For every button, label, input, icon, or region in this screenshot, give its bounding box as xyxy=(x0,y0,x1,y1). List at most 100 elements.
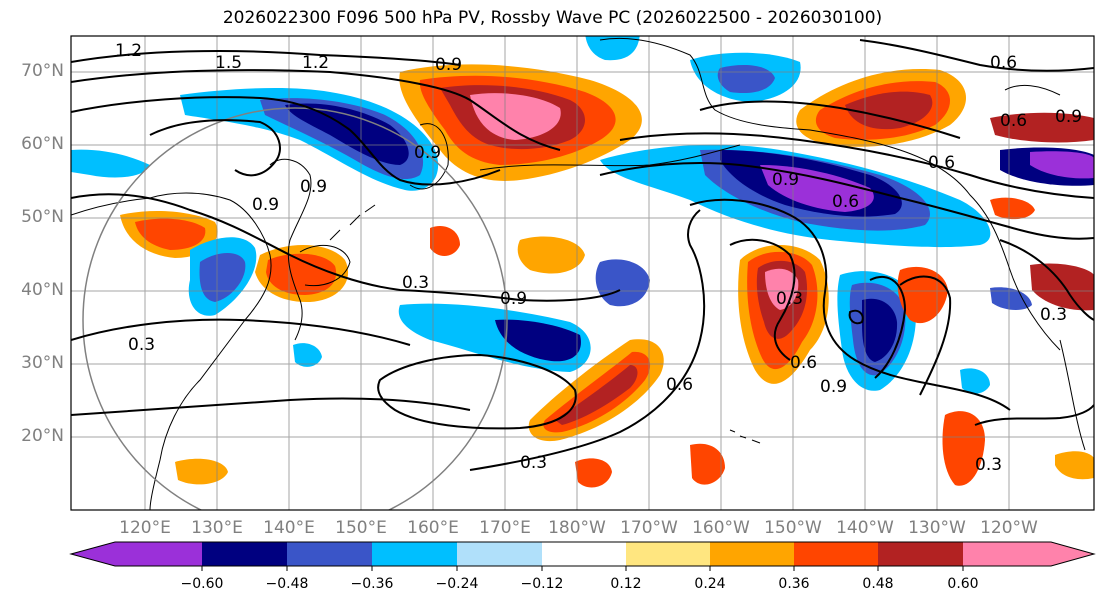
contour-label: 0.9 xyxy=(414,143,441,163)
lat-label: 30°N xyxy=(21,353,64,373)
contour-label: 0.6 xyxy=(990,53,1017,73)
colorbar-tick-label: −0.36 xyxy=(350,576,394,592)
anomaly-negative-region xyxy=(1030,151,1094,179)
contour-label: 0.3 xyxy=(520,453,547,473)
anomaly-positive-region xyxy=(942,411,985,486)
colorbar-segment xyxy=(115,542,202,566)
anomaly-positive-region xyxy=(1055,451,1094,480)
anomaly-negative-region xyxy=(760,165,874,212)
map-title: 2026022300 F096 500 hPa PV, Rossby Wave … xyxy=(222,8,883,28)
anomaly-negative-region xyxy=(990,287,1032,311)
colorbar-segment xyxy=(202,542,287,566)
colorbar-tick-label: 0.48 xyxy=(862,576,894,592)
colorbar-tick-label: −0.48 xyxy=(265,576,309,592)
contour-label: 1.5 xyxy=(215,53,242,73)
contour-label: 0.9 xyxy=(252,195,279,215)
contour-label: 0.9 xyxy=(500,289,527,309)
anomaly-positive-region xyxy=(470,93,561,140)
anomaly-negative-region xyxy=(71,149,150,178)
colorbar-segment xyxy=(794,542,878,566)
colorbar-segment xyxy=(963,542,1051,566)
anomaly-positive-region xyxy=(266,253,337,295)
anomaly-negative-region xyxy=(199,253,246,302)
anomaly-positive-region xyxy=(517,236,585,274)
colorbar-tick-label: 0.24 xyxy=(694,576,726,592)
anomaly-negative-region xyxy=(285,103,409,165)
colorbar-tick-label: −0.24 xyxy=(435,576,479,592)
colorbar-segment xyxy=(878,542,963,566)
contour-label: 0.9 xyxy=(820,377,847,397)
colorbar-outline xyxy=(69,541,1096,567)
contour-label: 1.2 xyxy=(115,41,142,61)
lon-label: 170°W xyxy=(620,518,678,538)
contour-label: 0.9 xyxy=(435,55,462,75)
contour-label: 0.3 xyxy=(128,335,155,355)
anomaly-positive-region xyxy=(990,197,1035,220)
colorbar-tick-label: 0.60 xyxy=(947,576,979,592)
map-frame xyxy=(70,35,1095,511)
contour-label: 0.6 xyxy=(832,192,859,212)
lon-label: 120°E xyxy=(119,518,171,538)
lon-label: 130°E xyxy=(191,518,243,538)
coastlines xyxy=(71,37,1086,510)
anomaly-negative-region xyxy=(495,319,581,362)
lon-label: 150°E xyxy=(335,518,387,538)
colorbar-segment xyxy=(542,542,626,566)
lat-label: 20°N xyxy=(21,426,64,446)
colorbar-tick-label: 0.36 xyxy=(778,576,810,592)
contour-label: 0.3 xyxy=(402,273,429,293)
colorbar-tick-label: −0.60 xyxy=(180,576,224,592)
lat-label: 60°N xyxy=(21,134,64,154)
colorbar-segment xyxy=(71,542,115,566)
lon-label: 170°E xyxy=(479,518,531,538)
graticule xyxy=(71,36,1094,510)
contour-label: 0.9 xyxy=(1055,107,1082,127)
contour-labels: 1.2 1.5 1.2 0.9 0.6 0.6 0.9 0.9 0.9 0.6 … xyxy=(115,41,1082,475)
lon-label: 150°W xyxy=(764,518,822,538)
radius-circle xyxy=(82,107,508,510)
colorbar-tick-label: 0.12 xyxy=(610,576,642,592)
lon-label: 120°W xyxy=(980,518,1038,538)
contour-label: 0.3 xyxy=(975,455,1002,475)
lon-label: 140°E xyxy=(263,518,315,538)
colorbar-segment xyxy=(1051,542,1094,566)
anomaly-positive-region xyxy=(555,365,638,425)
colorbar-segment xyxy=(457,542,542,566)
anomaly-positive-region xyxy=(845,91,933,130)
anomaly-positive-region xyxy=(690,443,725,485)
anomaly-positive-region xyxy=(897,266,948,324)
lat-label: 40°N xyxy=(21,280,64,300)
lon-label: 180°W xyxy=(548,518,606,538)
lat-label: 70°N xyxy=(21,61,64,81)
anomaly-negative-region xyxy=(585,36,640,61)
anomaly-negative-region xyxy=(293,343,322,367)
colorbar-segment xyxy=(287,542,372,566)
contour-label: 0.6 xyxy=(790,353,817,373)
contour-label: 0.3 xyxy=(1040,305,1067,325)
contour-label: 0.6 xyxy=(1000,111,1027,131)
anomaly-positive-region xyxy=(575,458,612,488)
lon-label: 140°W xyxy=(836,518,894,538)
lon-label: 130°W xyxy=(908,518,966,538)
anomaly-positive-region xyxy=(175,458,228,485)
lon-label: 160°E xyxy=(407,518,459,538)
anomaly-positive-region xyxy=(430,225,460,256)
contour-label: 1.2 xyxy=(302,53,329,73)
anomaly-negative-region xyxy=(862,298,898,362)
lon-label: 160°W xyxy=(692,518,750,538)
pv-contours xyxy=(71,39,1094,471)
contour-label: 0.6 xyxy=(928,153,955,173)
colorbar xyxy=(69,541,1096,571)
colorbar-segment xyxy=(626,542,710,566)
anomaly-positive-region xyxy=(1030,263,1094,311)
contour-label: 0.9 xyxy=(300,177,327,197)
pv-anomaly-layer: 1.2 1.5 1.2 0.9 0.6 0.6 0.9 0.9 0.9 0.6 … xyxy=(71,36,1094,510)
lat-label: 50°N xyxy=(21,207,64,227)
contour-label: 0.6 xyxy=(666,375,693,395)
colorbar-segment xyxy=(372,542,457,566)
anomaly-negative-region xyxy=(960,368,990,394)
colorbar-tick-label: −0.12 xyxy=(520,576,564,592)
anomaly-positive-region xyxy=(990,112,1094,143)
contour-label: 0.3 xyxy=(776,289,803,309)
